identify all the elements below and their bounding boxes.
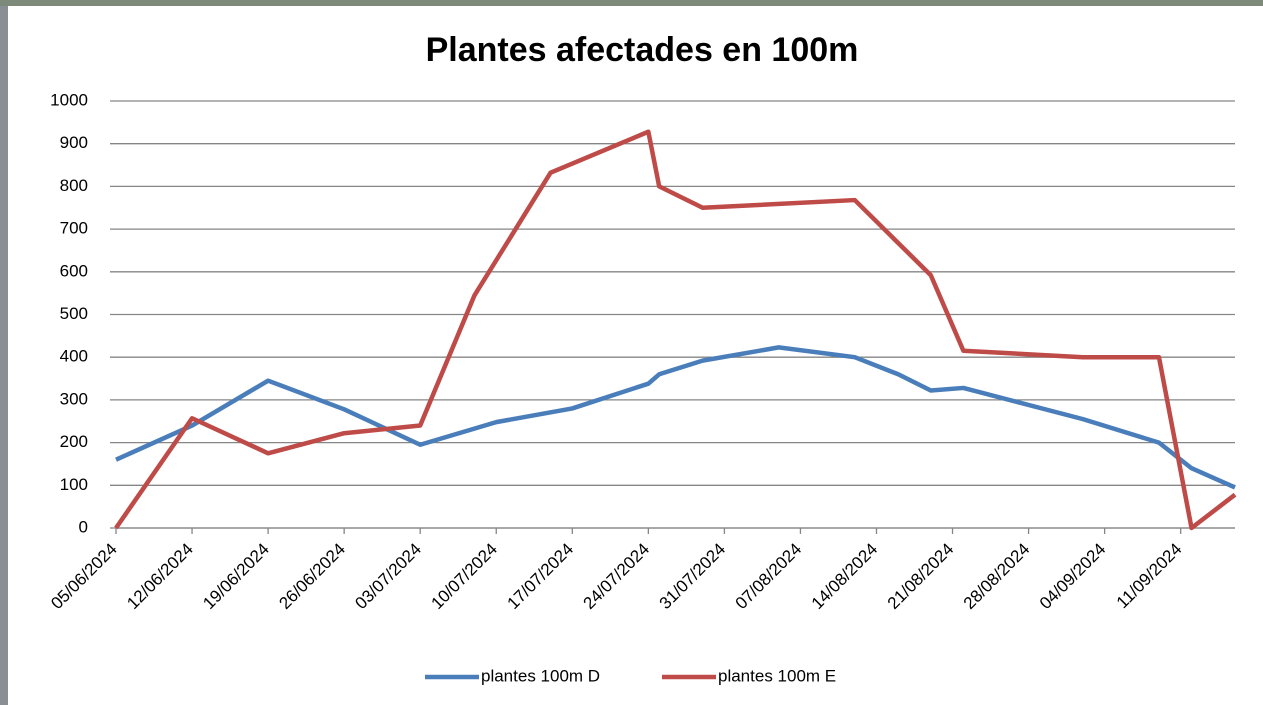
y-tick-label: 0 xyxy=(79,517,88,536)
window-edge xyxy=(0,0,8,705)
y-tick-label: 800 xyxy=(60,176,88,195)
y-tick-label: 500 xyxy=(60,304,88,323)
y-tick-label: 300 xyxy=(60,389,88,408)
window-edge xyxy=(0,0,1263,6)
series-line xyxy=(114,129,1237,531)
series-line xyxy=(115,345,1236,490)
y-tick-label: 100 xyxy=(60,475,88,494)
y-tick-label: 1000 xyxy=(50,90,88,109)
y-tick-label: 900 xyxy=(60,133,88,152)
y-tick-label: 600 xyxy=(60,261,88,280)
legend-label: plantes 100m D xyxy=(481,666,600,685)
y-tick-label: 700 xyxy=(60,219,88,238)
legend-label: plantes 100m E xyxy=(718,666,836,685)
y-tick-label: 200 xyxy=(60,432,88,451)
y-tick-label: 400 xyxy=(60,347,88,366)
chart-title: Plantes afectades en 100m xyxy=(426,31,859,69)
